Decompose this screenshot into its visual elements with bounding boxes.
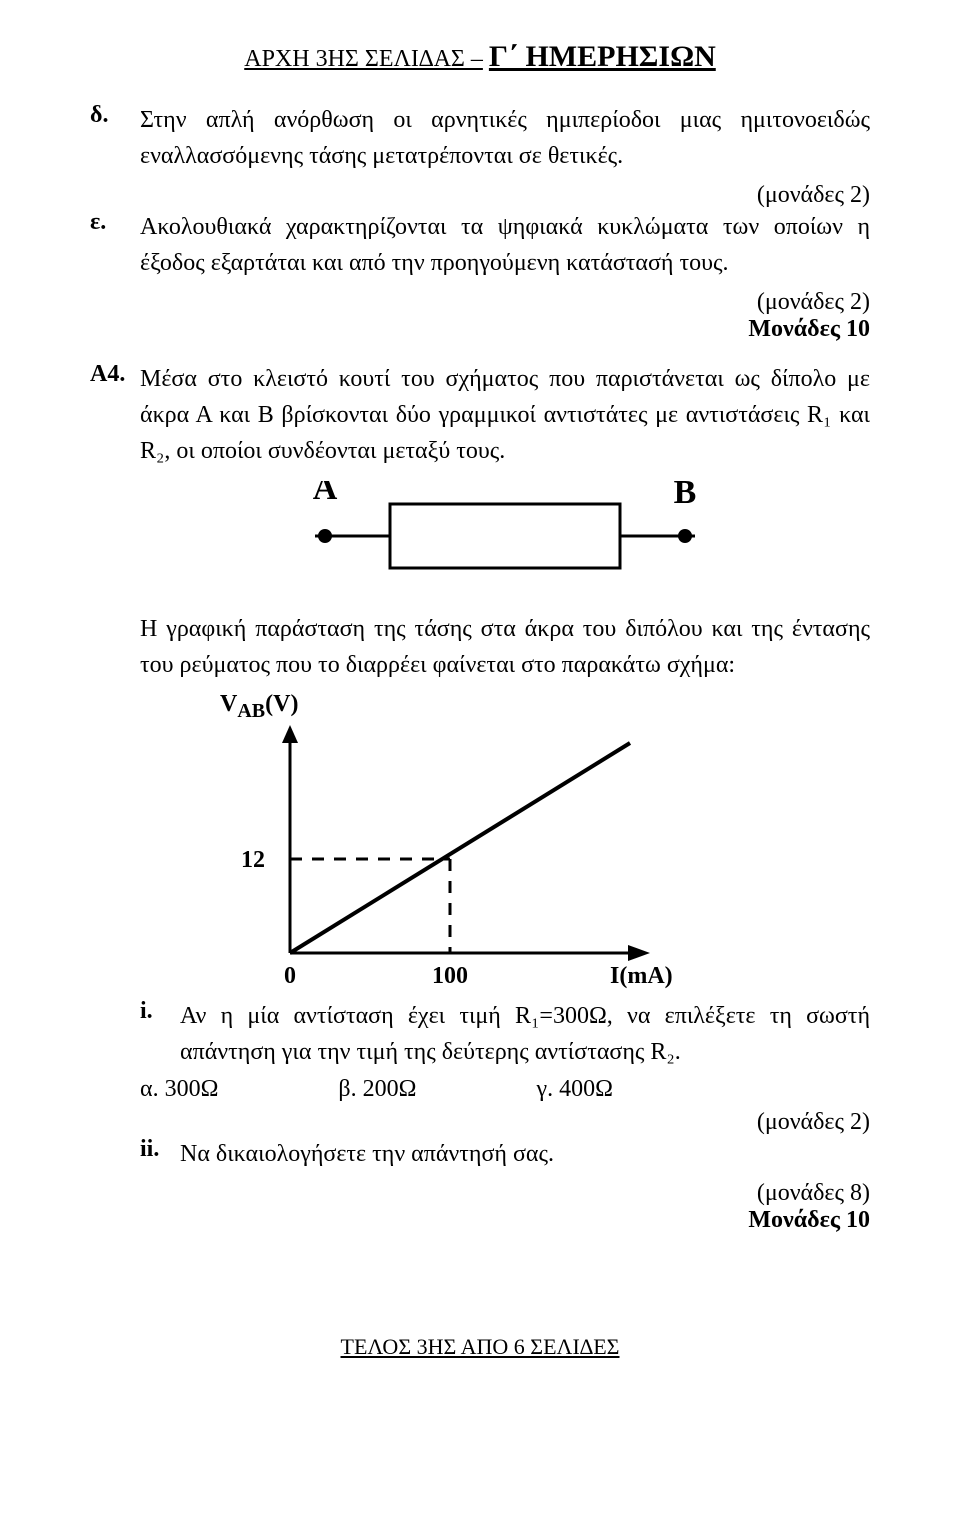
a4-intro: Μέσα στο κλειστό κουτί του σχήματος που … xyxy=(140,361,870,469)
subitem-ii-total: Μονάδες 10 xyxy=(140,1207,870,1234)
subitem-ii-label: ii. xyxy=(140,1136,180,1163)
circuit-diagram: A B xyxy=(140,481,870,591)
item-delta-text: Στην απλή ανόρθωση οι αρνητικές ημιπερίο… xyxy=(140,102,870,174)
subitem-i-label: i. xyxy=(140,998,180,1025)
subitem-i-text: Αν η μία αντίσταση έχει τιμή R₁=300Ω, να… xyxy=(180,998,870,1070)
circuit-label-a: A xyxy=(313,481,338,507)
y-tick-12: 12 xyxy=(241,847,265,873)
page-footer: ΤΕΛΟΣ 3ΗΣ ΑΠΟ 6 ΣΕΛΙ∆ΕΣ xyxy=(90,1334,870,1360)
item-delta-label: δ. xyxy=(90,102,140,129)
y-axis-label-v: V xyxy=(220,691,237,717)
a4-graph-intro: Η γραφική παράσταση της τάσης στα άκρα τ… xyxy=(140,611,870,683)
subitem-i-points: (μονάδες 2) xyxy=(140,1109,870,1136)
vi-graph: 12 0 100 I(mA) xyxy=(210,723,730,993)
header-bold: Γ΄ ΗΜΕΡΗΣΙΩΝ xyxy=(489,40,716,73)
y-axis-label-sub: AB xyxy=(237,700,265,722)
options-row: α. 300Ω β. 200Ω γ. 400Ω xyxy=(140,1076,870,1103)
item-delta-points: (μονάδες 2) xyxy=(140,182,870,209)
item-epsilon: ε. Ακολουθιακά χαρακτηρίζονται τα ψηφιακ… xyxy=(90,209,870,343)
option-a: α. 300Ω xyxy=(140,1076,218,1103)
item-epsilon-text: Ακολουθιακά χαρακτηρίζονται τα ψηφιακά κ… xyxy=(140,209,870,281)
graph-block: VAB(V) 12 0 xyxy=(210,691,870,998)
item-epsilon-points: (μονάδες 2) xyxy=(140,289,870,316)
x-origin: 0 xyxy=(284,963,296,989)
subitem-ii: ii. Να δικαιολογήσετε την απάντησή σας. xyxy=(140,1136,870,1172)
circuit-label-b: B xyxy=(674,481,697,511)
a4-label: Α4. xyxy=(90,361,140,388)
item-epsilon-label: ε. xyxy=(90,209,140,236)
subitem-ii-text: Να δικαιολογήσετε την απάντησή σας. xyxy=(180,1136,870,1172)
subitem-i: i. Αν η μία αντίσταση έχει τιμή R₁=300Ω,… xyxy=(140,998,870,1070)
x-tick-100: 100 xyxy=(432,963,468,989)
x-axis-label: I(mA) xyxy=(610,963,673,989)
option-c: γ. 400Ω xyxy=(536,1076,612,1103)
header-prefix: ΑΡΧΗ 3ΗΣ ΣΕΛΙ∆ΑΣ – xyxy=(244,46,483,72)
subitem-ii-points: (μονάδες 8) xyxy=(140,1180,870,1207)
y-axis-label-rest: (V) xyxy=(265,691,298,717)
question-a4: Α4. Μέσα στο κλειστό κουτί του σχήματος … xyxy=(90,361,870,1234)
page-header: ΑΡΧΗ 3ΗΣ ΣΕΛΙ∆ΑΣ – Γ΄ ΗΜΕΡΗΣΙΩΝ xyxy=(90,40,870,74)
option-b: β. 200Ω xyxy=(338,1076,416,1103)
item-delta: δ. Στην απλή ανόρθωση οι αρνητικές ημιπε… xyxy=(90,102,870,209)
item-epsilon-total: Μονάδες 10 xyxy=(140,316,870,343)
